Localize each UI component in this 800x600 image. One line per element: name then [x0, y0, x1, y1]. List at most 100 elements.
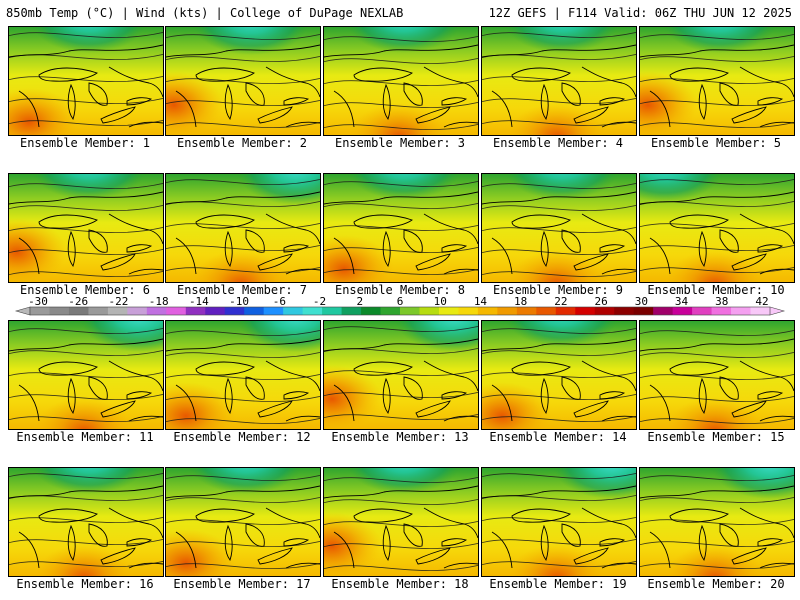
ensemble-map-panel	[8, 173, 164, 283]
colorbar-swatch	[146, 307, 167, 315]
colorbar-swatch	[107, 307, 128, 315]
colorbar-swatch	[127, 307, 148, 315]
ensemble-member-label: Ensemble Member: 4	[492, 136, 624, 150]
colorbar-swatch	[594, 307, 615, 315]
ensemble-member-label: Ensemble Member: 15	[647, 430, 785, 444]
colorbar-swatch	[244, 307, 265, 315]
ensemble-member-label: Ensemble Member: 13	[331, 430, 469, 444]
colorbar-tick-label: -2	[313, 296, 326, 308]
colorbar-tick-label: 18	[514, 296, 527, 308]
ensemble-map-panel	[639, 173, 795, 283]
colorbar-tick-label: 26	[594, 296, 607, 308]
colorbar-tick-label: 34	[675, 296, 689, 308]
colorbar-tick-label: 30	[635, 296, 648, 308]
colorbar-tick-label: 14	[474, 296, 488, 308]
ensemble-map-panel	[165, 320, 321, 430]
colorbar-swatch	[302, 307, 323, 315]
ensemble-member-label: Ensemble Member: 8	[334, 283, 466, 297]
ensemble-map-panel	[323, 467, 479, 577]
colorbar-swatch	[88, 307, 109, 315]
ensemble-member-label: Ensemble Member: 10	[647, 283, 785, 297]
colorbar-tick-label: 6	[397, 296, 404, 308]
colorbar-tick-label: -6	[273, 296, 286, 308]
colorbar-swatch	[419, 307, 440, 315]
temperature-colorbar: -30 -26 -22 -18 -14 -10 -6 -2 2 6 10 14 18 22 26 30 34 38…	[14, 296, 786, 316]
ensemble-member-label: Ensemble Member: 14	[489, 430, 627, 444]
colorbar-tick-label: -10	[229, 296, 249, 308]
ensemble-map-panel	[8, 320, 164, 430]
colorbar-swatch	[692, 307, 712, 315]
colorbar-swatch	[497, 307, 518, 315]
colorbar-swatch	[322, 307, 342, 315]
colorbar-tick-label: 42	[755, 296, 768, 308]
colorbar-tick-label: -26	[68, 296, 88, 308]
ensemble-map-panel	[481, 320, 637, 430]
ensemble-map-panel	[165, 26, 321, 136]
ensemble-map-panel	[323, 320, 479, 430]
colorbar-tick-label: 2	[356, 296, 363, 308]
colorbar-swatch	[49, 307, 70, 315]
colorbar-swatch	[30, 307, 50, 315]
colorbar-swatch	[185, 307, 206, 315]
ensemble-member-label: Ensemble Member: 6	[19, 283, 151, 297]
ensemble-member-label: Ensemble Member: 5	[650, 136, 782, 150]
valid-time-label: 12Z GEFS | F114 Valid: 06Z THU JUN 12 20…	[488, 6, 792, 20]
ensemble-map-panel	[639, 467, 795, 577]
ensemble-map-panel	[639, 26, 795, 136]
ensemble-member-label: Ensemble Member: 11	[16, 430, 154, 444]
colorbar-swatch	[68, 307, 89, 315]
colorbar-tick-label: 10	[434, 296, 447, 308]
colorbar-swatch	[380, 307, 401, 315]
ensemble-member-label: Ensemble Member: 16	[16, 577, 154, 591]
ensemble-map-panel	[8, 26, 164, 136]
colorbar-swatch	[516, 307, 537, 315]
ensemble-member-label: Ensemble Member: 19	[489, 577, 627, 591]
colorbar-swatch	[166, 307, 187, 315]
colorbar-swatch	[633, 307, 654, 315]
colorbar-tick-label: -22	[109, 296, 129, 308]
ensemble-member-label: Ensemble Member: 2	[176, 136, 308, 150]
colorbar-swatch	[653, 307, 674, 315]
colorbar-swatch	[458, 307, 479, 315]
ensemble-member-label: Ensemble Member: 3	[334, 136, 466, 150]
colorbar-tick-label: 38	[715, 296, 728, 308]
colorbar-swatch	[224, 307, 245, 315]
ensemble-map-panel	[481, 26, 637, 136]
ensemble-member-label: Ensemble Member: 1	[19, 136, 151, 150]
colorbar-swatch	[400, 307, 420, 315]
ensemble-map-panel	[323, 173, 479, 283]
ensemble-map-panel	[323, 26, 479, 136]
map-title: 850mb Temp (°C) | Wind (kts) | College o…	[6, 6, 404, 20]
ensemble-member-label: Ensemble Member: 17	[173, 577, 311, 591]
colorbar-swatch	[614, 307, 635, 315]
ensemble-map-panel	[639, 320, 795, 430]
colorbar-swatch	[283, 307, 304, 315]
colorbar-tick-label: 22	[554, 296, 567, 308]
colorbar-tick-label: -30	[28, 296, 48, 308]
colorbar-swatch	[711, 307, 732, 315]
ensemble-member-label: Ensemble Member: 12	[173, 430, 311, 444]
ensemble-member-label: Ensemble Member: 20	[647, 577, 785, 591]
colorbar-swatch	[477, 307, 498, 315]
colorbar-swatch	[575, 307, 596, 315]
colorbar-swatch	[536, 307, 557, 315]
colorbar-swatch	[361, 307, 381, 315]
ensemble-map-panel	[8, 467, 164, 577]
colorbar-swatch	[438, 307, 459, 315]
ensemble-map-panel	[481, 467, 637, 577]
colorbar-max-arrow	[769, 306, 786, 316]
ensemble-member-label: Ensemble Member: 7	[176, 283, 308, 297]
colorbar-swatch	[750, 307, 771, 315]
colorbar-swatch	[263, 307, 284, 315]
colorbar-swatch	[555, 307, 576, 315]
ensemble-member-label: Ensemble Member: 18	[331, 577, 469, 591]
ensemble-member-label: Ensemble Member: 9	[492, 283, 624, 297]
ensemble-map-panel	[165, 467, 321, 577]
colorbar-tick-label: -14	[189, 296, 209, 308]
colorbar-min-arrow	[14, 306, 31, 316]
colorbar-swatch	[672, 307, 693, 315]
colorbar-swatch	[341, 307, 362, 315]
colorbar-tick-label: -18	[149, 296, 169, 308]
colorbar-swatch	[731, 307, 751, 315]
colorbar-swatch	[205, 307, 226, 315]
